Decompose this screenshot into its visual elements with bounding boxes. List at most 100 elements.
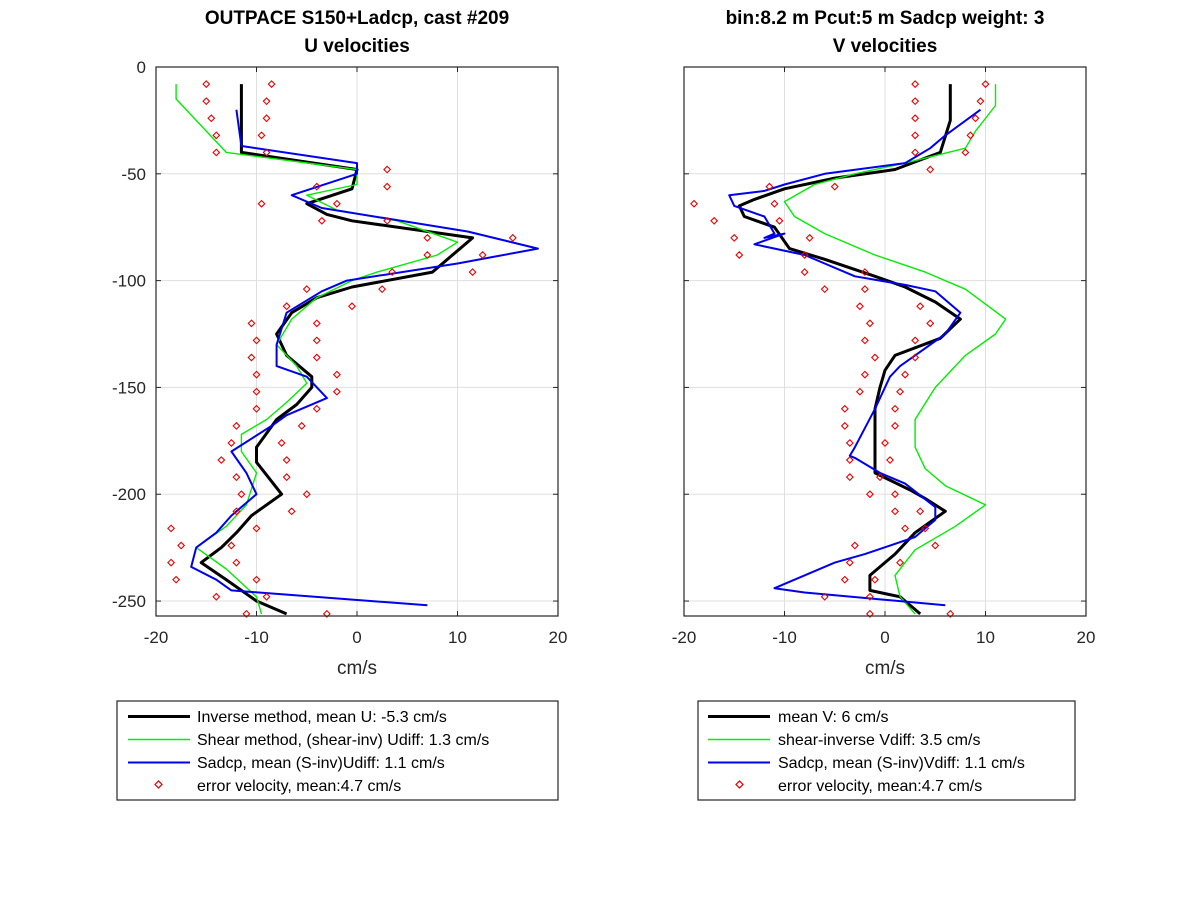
u-error-velocity-marker	[172, 575, 181, 584]
u-legend-box	[116, 700, 559, 801]
v-error-velocity-marker	[860, 285, 869, 294]
v-error-velocity-marker	[845, 558, 854, 567]
u-error-velocity-marker	[247, 353, 256, 362]
u-error-velocity-marker	[207, 114, 216, 123]
v-error-velocity-marker	[865, 319, 874, 328]
u-error-velocity-marker	[383, 182, 392, 191]
v-velocity-panel: bin:8.2 m Pcut:5 m Sadcp weight: 3 V vel…	[672, 8, 1096, 679]
v-legend-swatch-error	[735, 780, 744, 789]
u-title-line2: U velocities	[304, 36, 410, 57]
v-error-velocity-marker	[976, 97, 985, 106]
v-error-velocity-marker	[865, 490, 874, 499]
v-error-velocity-marker	[840, 575, 849, 584]
u-error-velocity-marker	[252, 387, 261, 396]
v-xlabel: cm/s	[865, 658, 905, 679]
u-error-velocity-marker	[257, 199, 266, 208]
u-error-velocity-marker	[302, 490, 311, 499]
u-error-velocity-marker	[312, 336, 321, 345]
u-error-velocity-marker	[247, 319, 256, 328]
u-error-velocity-marker	[252, 404, 261, 413]
u-ytick-label: -250	[112, 592, 146, 611]
v-error-velocity-marker	[855, 302, 864, 311]
u-ytick-label: -50	[121, 165, 146, 184]
v-error-velocity-marker	[710, 216, 719, 225]
v-error-velocity-marker	[805, 233, 814, 242]
v-error-velocity-marker	[981, 80, 990, 89]
v-error-velocity-marker	[911, 114, 920, 123]
v-error-velocity-marker	[800, 251, 809, 259]
u-ytick-label: -150	[112, 378, 146, 397]
u-error-velocity-marker	[378, 285, 387, 294]
v-xtick-label: 0	[880, 628, 889, 647]
v-error-velocity-marker	[901, 370, 910, 379]
u-error-velocity-marker	[252, 336, 261, 345]
v-error-velocity-marker	[911, 80, 920, 89]
u-error-velocity-marker	[212, 131, 221, 140]
u-error-velocity-marker	[312, 182, 321, 191]
u-error-velocity-marker	[282, 302, 291, 311]
v-error-velocity-marker	[886, 456, 895, 465]
u-error-velocity-marker	[282, 473, 291, 482]
u-error-velocity-marker	[312, 319, 321, 328]
u-legend: Inverse method, mean U: -5.3 cm/s Shear …	[116, 700, 559, 801]
v-error-velocity-marker	[875, 473, 884, 482]
v-error-velocity-marker	[775, 216, 784, 225]
v-title-line2: V velocities	[833, 36, 938, 57]
u-error-velocity-marker	[232, 558, 241, 567]
v-error-velocity-marker	[916, 302, 925, 311]
v-error-velocity-marker	[800, 268, 809, 277]
u-error-velocity-marker	[237, 490, 246, 499]
u-error-velocity-marker	[312, 353, 321, 362]
v-xtick-label: 20	[1077, 628, 1096, 647]
u-ytick-label: -200	[112, 485, 146, 504]
u-error-velocity-marker	[212, 592, 221, 601]
u-error-velocity-marker	[297, 421, 306, 430]
v-legend-label-error: error velocity, mean:4.7 cm/s	[778, 778, 982, 795]
v-error-velocity-marker	[735, 251, 744, 259]
u-error-velocity-marker	[347, 302, 356, 311]
u-error-velocity-marker	[252, 370, 261, 379]
u-error-velocity-marker	[388, 268, 397, 277]
u-error-velocity-marker	[322, 609, 331, 618]
u-ytick-label: -100	[112, 272, 146, 291]
v-error-velocity-marker	[921, 524, 930, 533]
u-error-velocity-marker	[508, 233, 517, 242]
u-plot-area: -20 -10 0 10 200-50-100-150-200-250	[112, 58, 567, 647]
u-error-velocity-marker	[383, 216, 392, 225]
u-error-velocity-marker	[287, 507, 296, 516]
u-error-velocity-marker	[282, 456, 291, 465]
v-error-velocity-marker	[845, 438, 854, 447]
v-error-velocity-marker	[840, 421, 849, 430]
v-error-velocity-marker	[860, 268, 869, 277]
v-error-velocity-marker	[850, 541, 859, 550]
u-legend-label-shear: Shear method, (shear-inv) Udiff: 1.3 cm/…	[197, 732, 489, 749]
v-error-velocity-marker	[891, 421, 900, 430]
u-series-line-2	[190, 109, 539, 607]
v-error-velocity-marker	[690, 199, 699, 208]
v-error-velocity-marker	[916, 507, 925, 516]
v-error-velocity-marker	[881, 438, 889, 447]
u-error-velocity-marker	[212, 148, 221, 157]
u-error-velocity-marker	[262, 97, 271, 106]
u-xtick-label: 0	[352, 628, 361, 647]
v-series-line-2	[728, 108, 982, 607]
v-error-velocity-marker	[840, 404, 849, 413]
v-error-velocity-marker	[901, 524, 910, 533]
v-legend: mean V: 6 cm/s shear-inverse Vdiff: 3.5 …	[697, 700, 1076, 801]
u-series-line-0	[199, 84, 475, 616]
v-xtick-label: -10	[772, 628, 797, 647]
v-xtick-label: 10	[976, 628, 995, 647]
v-error-velocity-marker	[891, 404, 900, 413]
u-error-velocity-marker	[317, 216, 326, 225]
u-error-velocity-marker	[232, 421, 241, 430]
v-error-velocity-marker	[911, 97, 920, 106]
v-error-velocity-marker	[926, 319, 935, 328]
v-error-velocity-marker	[911, 336, 920, 345]
u-error-velocity-marker	[302, 285, 311, 294]
u-title-line1: OUTPACE S150+Ladcp, cast #209	[205, 8, 509, 29]
v-error-velocity-marker	[855, 387, 864, 396]
u-ytick-label: 0	[137, 58, 146, 77]
v-plot-area: -20 -10 0 10 20	[672, 66, 1096, 647]
u-legend-label-inverse: Inverse method, mean U: -5.3 cm/s	[197, 709, 447, 726]
v-error-velocity-marker	[896, 558, 905, 567]
